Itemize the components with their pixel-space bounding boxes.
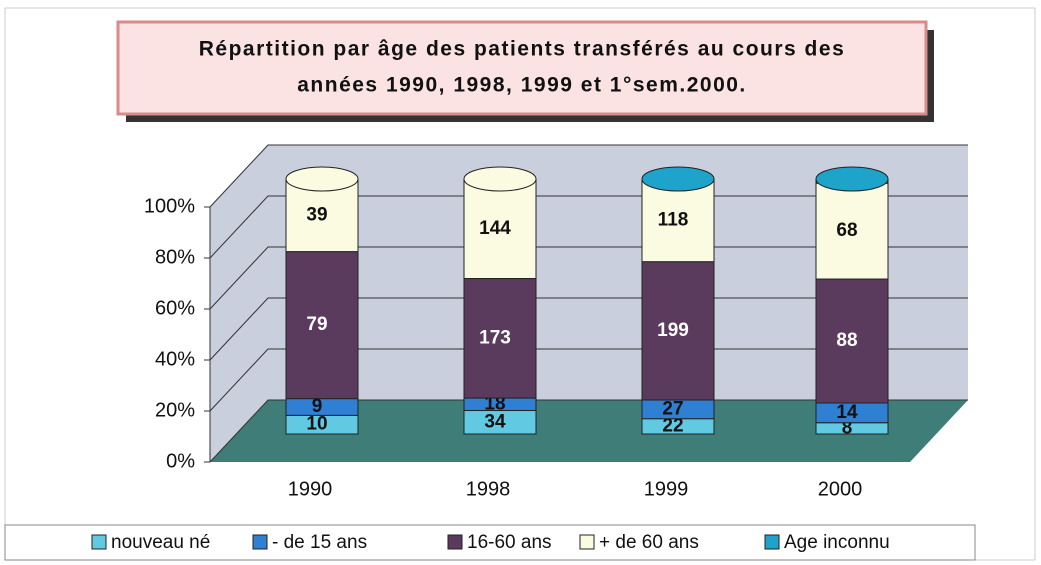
title-box — [116, 20, 928, 116]
bar-segment — [641, 179, 715, 263]
legend-label: + de 60 ans — [599, 532, 699, 553]
y-tick-label: 100% — [144, 195, 195, 217]
legend-label: - de 15 ans — [272, 532, 367, 553]
bar-segment — [641, 261, 715, 401]
x-tick-label: 2000 — [818, 478, 863, 500]
cylinder-top — [815, 166, 889, 192]
legend-swatch — [252, 534, 268, 550]
grid-line — [209, 348, 968, 412]
cylinder-top — [285, 166, 359, 192]
data-label: 199 — [657, 320, 689, 341]
grid-line — [209, 399, 968, 463]
back-wall — [210, 145, 968, 462]
data-label: 173 — [479, 327, 511, 348]
legend-swatch — [579, 534, 595, 550]
data-label: 27 — [662, 398, 683, 419]
chart-title: Répartition par âge des patients transfé… — [199, 38, 846, 61]
legend-label: Age inconnu — [784, 532, 890, 553]
legend-swatch — [447, 534, 463, 550]
y-tick-label: 20% — [155, 399, 195, 421]
legend-swatch — [91, 534, 107, 550]
bar-segment — [285, 251, 359, 400]
data-label: 34 — [484, 411, 506, 432]
cylinder-top — [641, 166, 715, 192]
y-tick-label: 60% — [155, 297, 195, 319]
grid-line — [209, 246, 968, 310]
y-tick-label: 0% — [166, 450, 195, 472]
x-tick-label: 1990 — [288, 478, 333, 500]
data-label: 118 — [658, 210, 689, 231]
chart-subtitle: années 1990, 1998, 1999 et 1°sem.2000. — [297, 74, 747, 97]
grid-line — [209, 144, 968, 208]
data-label: 39 — [306, 204, 327, 225]
cylinder-top — [463, 166, 537, 192]
y-tick-label: 80% — [155, 246, 195, 268]
bar-segment — [815, 182, 889, 280]
x-tick-label: 1999 — [644, 478, 689, 500]
data-label: 88 — [836, 330, 857, 351]
data-label: 8 — [842, 417, 853, 438]
data-label: 14 — [836, 402, 858, 423]
data-label: 9 — [312, 396, 323, 417]
data-label: 68 — [836, 220, 857, 241]
y-tick-label: 40% — [155, 348, 195, 370]
grid-line — [209, 297, 968, 361]
legend-box — [4, 524, 976, 561]
floor — [210, 400, 968, 462]
x-tick-label: 1998 — [466, 478, 511, 500]
data-label: 22 — [662, 415, 683, 436]
data-label: 144 — [479, 218, 511, 239]
grid-line — [209, 195, 968, 259]
legend-label: 16-60 ans — [467, 532, 552, 553]
data-label: 10 — [306, 414, 327, 435]
legend-label: nouveau né — [111, 532, 210, 553]
legend-swatch — [764, 534, 780, 550]
bar-segment — [463, 278, 537, 399]
bar-segment — [815, 278, 889, 404]
data-label: 79 — [306, 314, 327, 335]
